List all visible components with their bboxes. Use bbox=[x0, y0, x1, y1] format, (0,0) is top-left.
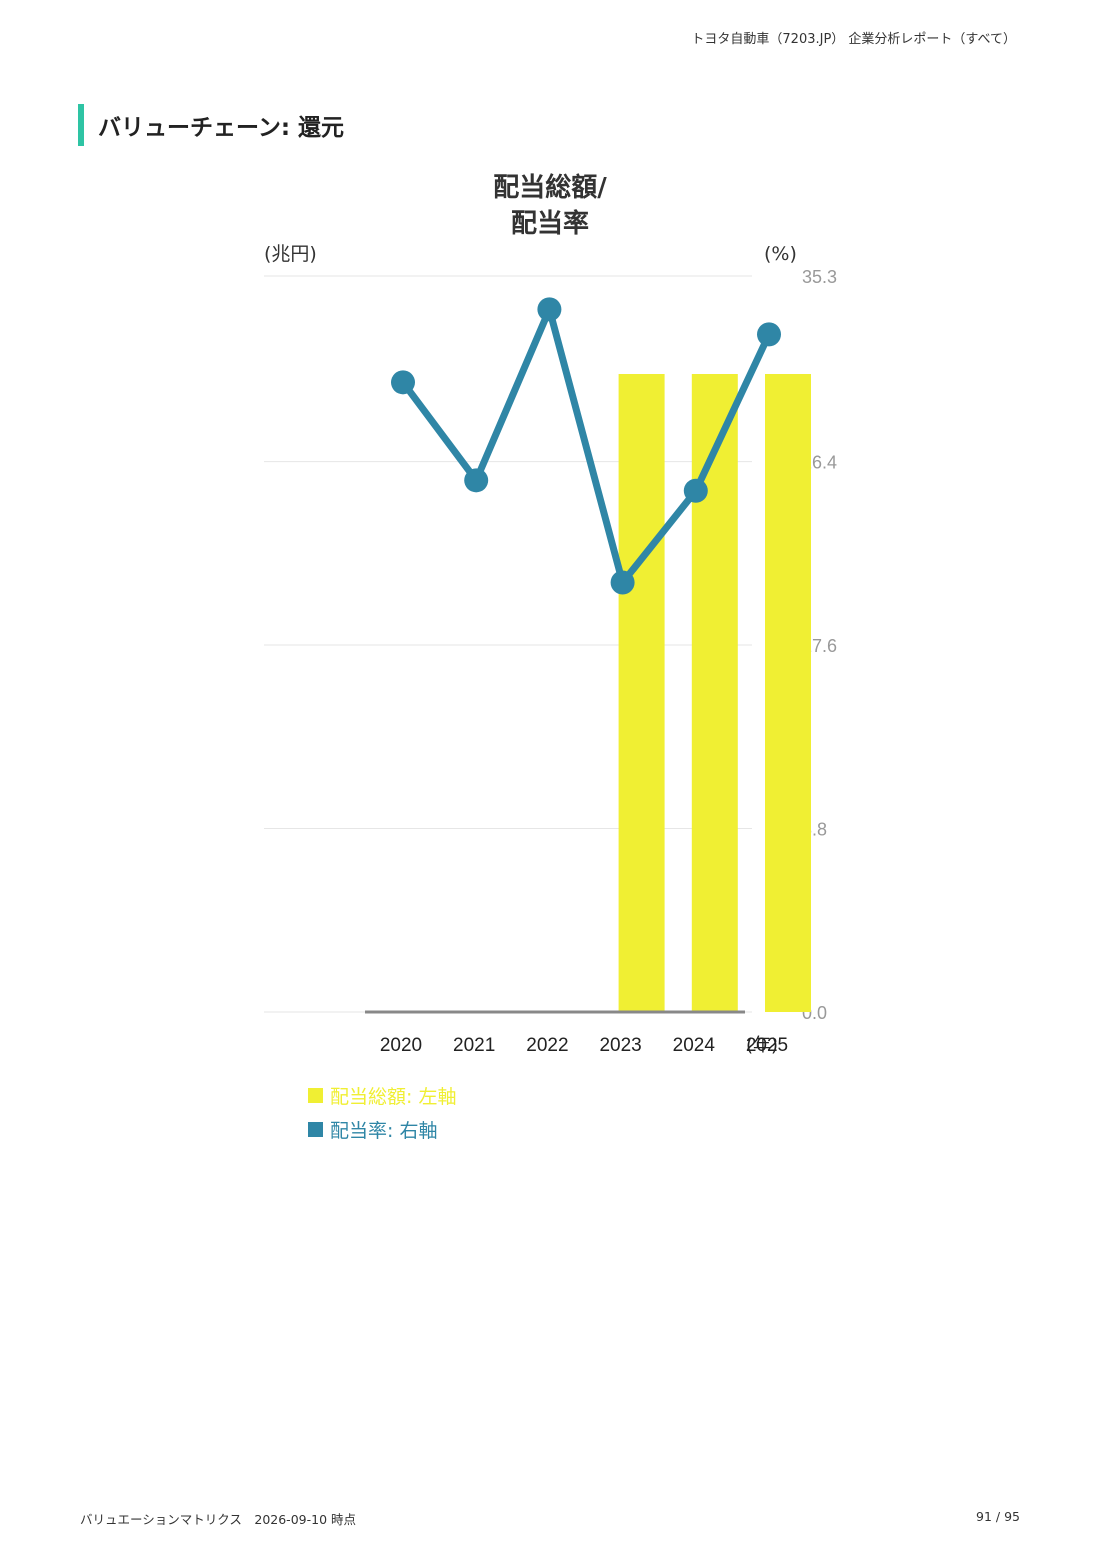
ratio-point-2022 bbox=[537, 297, 562, 322]
ratio-point-2025 bbox=[757, 322, 781, 347]
chart-title-line2: 配当率 bbox=[510, 209, 589, 239]
legend-swatch-bar bbox=[308, 1087, 323, 1103]
bar-2024 bbox=[691, 373, 738, 1012]
legend-label-line: 配当率: 右軸 bbox=[330, 1119, 438, 1142]
page-number: 91 / 95 bbox=[976, 1509, 1020, 1524]
chart-title: 配当総額/ 配当率 bbox=[420, 170, 680, 242]
ratio-point-2020 bbox=[391, 370, 415, 395]
x-tick-label: 2024 bbox=[673, 1035, 716, 1056]
ratio-point-2024 bbox=[683, 478, 708, 503]
ratio-point-2021 bbox=[464, 468, 489, 493]
x-tick-label: 2022 bbox=[526, 1035, 568, 1056]
section-accent-bar bbox=[78, 104, 84, 146]
dividend-ratio-line bbox=[400, 298, 773, 591]
legend-item-line: 配当率: 右軸 bbox=[308, 1112, 456, 1146]
chart-legend: 配当総額: 左軸 配当率: 右軸 bbox=[308, 1078, 456, 1146]
section-title-text: バリューチェーン: 還元 bbox=[98, 115, 345, 141]
right-axis-unit: (%) bbox=[764, 243, 797, 265]
section-title: バリューチェーン: 還元 bbox=[78, 104, 344, 146]
legend-item-bar: 配当総額: 左軸 bbox=[308, 1078, 456, 1112]
bar-2025 bbox=[765, 373, 811, 1012]
bar-2023 bbox=[618, 373, 665, 1012]
x-axis-unit: (年) bbox=[746, 1035, 778, 1056]
legend-swatch-line bbox=[308, 1121, 323, 1137]
ratio-point-2023 bbox=[610, 570, 635, 595]
x-tick-label: 2021 bbox=[453, 1035, 495, 1056]
right-tick-label: 35.3 bbox=[802, 267, 837, 287]
chart-title-line1: 配当総額/ bbox=[493, 173, 607, 203]
legend-label-bar: 配当総額: 左軸 bbox=[330, 1085, 457, 1108]
report-header-title: トヨタ自動車（7203.JP） 企業分析レポート（すべて） bbox=[691, 32, 1016, 47]
x-tick-label: 2023 bbox=[599, 1035, 641, 1056]
x-tick-label: 2025 bbox=[746, 1035, 788, 1056]
left-axis-unit: (兆円) bbox=[264, 243, 317, 265]
x-tick-label: 2020 bbox=[380, 1035, 422, 1056]
footer-source: バリュエーションマトリクス 2026-09-10 時点 bbox=[80, 1512, 356, 1527]
